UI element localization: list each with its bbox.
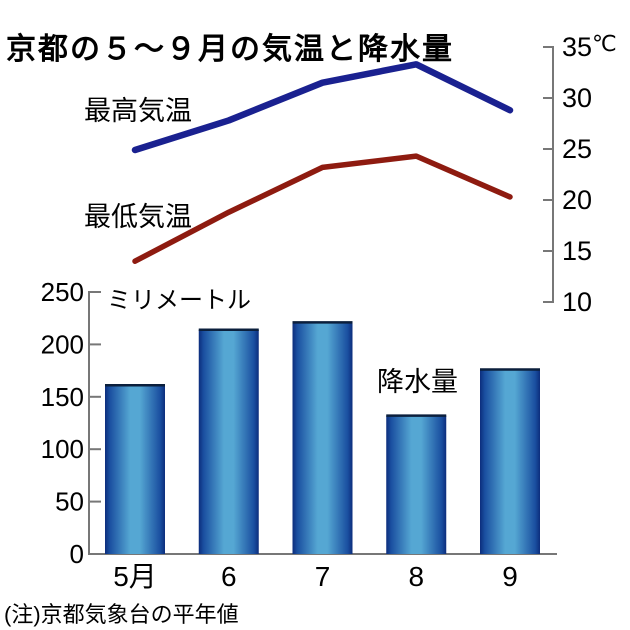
precip-bar [386, 415, 447, 554]
precip-bar [105, 385, 165, 554]
min-temp-line [132, 153, 513, 264]
precip-tick-label: 50 [55, 487, 84, 517]
temp-tick-label: 35℃ [562, 31, 617, 62]
month-tick-label: 7 [315, 561, 331, 592]
temp-tick-label: 25 [562, 134, 592, 164]
precip-tick-label: 0 [70, 539, 84, 569]
month-tick-label: 6 [221, 561, 237, 592]
month-tick-label: 9 [502, 561, 518, 592]
precip-bar [198, 329, 259, 554]
precip-axis [88, 291, 101, 554]
temp-tick-label: 15 [562, 236, 592, 266]
min-temp-series-label: 最低気温 [84, 202, 192, 232]
mm-unit-label: ミリメートル [107, 287, 251, 314]
precip-bar [292, 322, 353, 554]
precip-series-label: 降水量 [377, 367, 458, 397]
max-temp-series-label: 最高気温 [84, 96, 192, 126]
precip-tick-label: 200 [41, 329, 84, 359]
precip-tick-label: 100 [41, 434, 84, 464]
chart-title: 京都の５～９月の気温と降水量 [6, 33, 454, 67]
temp-axis [543, 46, 554, 303]
source-note: (注)京都気象台の平年値 [4, 602, 239, 627]
precip-tick-label: 250 [41, 277, 84, 307]
max-temp-line [131, 61, 514, 154]
temp-tick-label: 30 [562, 83, 592, 113]
temp-tick-label: 10 [562, 287, 592, 317]
precip-bar [480, 369, 540, 554]
month-tick-label: 5月 [113, 561, 157, 592]
month-tick-label: 8 [408, 561, 424, 592]
temp-tick-label: 20 [562, 185, 592, 215]
precip-tick-label: 150 [41, 382, 84, 412]
